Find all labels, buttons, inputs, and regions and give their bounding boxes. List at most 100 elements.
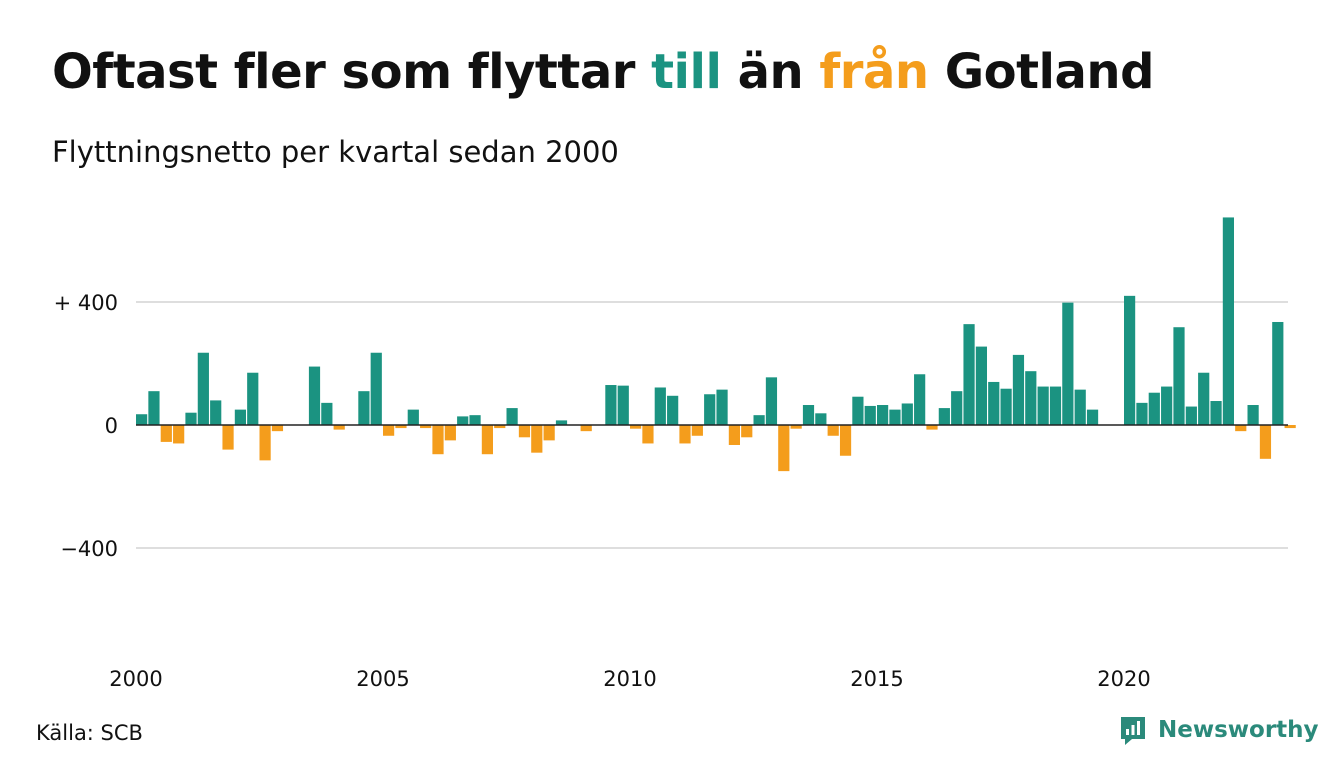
chart-subtitle: Flyttningsnetto per kvartal sedan 2000 xyxy=(52,135,619,169)
y-tick-label: + 400 xyxy=(54,291,118,315)
bar xyxy=(839,425,852,456)
bar xyxy=(951,391,963,425)
bar xyxy=(469,415,481,425)
bar xyxy=(1198,372,1210,425)
bar xyxy=(963,324,975,425)
bar xyxy=(1037,386,1049,425)
bar xyxy=(222,425,234,450)
bar xyxy=(778,425,790,472)
bar xyxy=(383,425,395,436)
bar xyxy=(531,425,543,453)
bar xyxy=(914,374,926,425)
bar xyxy=(667,395,679,425)
bar xyxy=(407,409,419,425)
title-word-till: till xyxy=(651,44,722,100)
bar xyxy=(1049,386,1062,425)
bar xyxy=(1173,327,1185,425)
bar xyxy=(1136,402,1148,425)
bar xyxy=(444,425,456,441)
bar xyxy=(630,425,642,429)
bar xyxy=(765,377,778,425)
bar xyxy=(1222,217,1234,425)
bar xyxy=(877,405,889,425)
title-part-1: Oftast fler som flyttar xyxy=(52,44,652,100)
bar xyxy=(741,425,753,438)
brand-logo: Newsworthy xyxy=(1118,714,1319,746)
bar-chart: + 400 0 −400 2000 2005 2010 2015 2020 xyxy=(54,217,1296,691)
bar xyxy=(543,425,555,441)
source-note: Källa: SCB xyxy=(36,721,143,745)
bar xyxy=(704,394,716,425)
bar xyxy=(247,372,259,425)
bar xyxy=(506,408,518,425)
bar xyxy=(321,402,333,425)
bar xyxy=(926,425,938,430)
bar xyxy=(580,425,592,432)
bar xyxy=(1259,425,1272,459)
bar xyxy=(617,385,629,425)
bar xyxy=(1012,354,1025,425)
bar xyxy=(420,425,432,429)
bar xyxy=(753,415,765,425)
bar xyxy=(173,425,185,444)
bar xyxy=(1062,302,1074,425)
x-tick-label: 2015 xyxy=(850,667,903,691)
bar xyxy=(889,409,901,425)
bar xyxy=(1025,371,1037,425)
bar xyxy=(1161,386,1173,425)
bar xyxy=(790,425,802,429)
bar xyxy=(1086,409,1099,425)
bar xyxy=(234,409,246,425)
brand-name: Newsworthy xyxy=(1158,717,1319,743)
bar xyxy=(210,400,222,425)
bar xyxy=(1247,405,1259,425)
bar xyxy=(691,425,703,436)
bar xyxy=(802,405,815,425)
y-tick-label: 0 xyxy=(105,414,118,438)
x-tick-label: 2010 xyxy=(603,667,656,691)
bar xyxy=(481,425,493,455)
bar xyxy=(716,389,728,425)
bar xyxy=(1185,406,1197,425)
bar xyxy=(432,425,444,455)
bar xyxy=(358,391,370,425)
bar xyxy=(988,381,1000,425)
bar xyxy=(1124,295,1136,425)
bar xyxy=(605,385,617,425)
bar xyxy=(370,352,382,425)
bar xyxy=(333,425,345,430)
bar xyxy=(654,387,666,425)
bar xyxy=(185,412,197,425)
bar xyxy=(1272,321,1284,425)
newsworthy-logo-icon xyxy=(1121,717,1145,745)
bar xyxy=(1210,401,1222,425)
bar xyxy=(864,405,876,425)
bar xyxy=(457,416,469,425)
bar xyxy=(1074,389,1086,425)
bar xyxy=(1148,392,1160,425)
bar xyxy=(148,391,160,425)
bar xyxy=(728,425,740,445)
bar xyxy=(1235,425,1247,432)
bar xyxy=(555,420,568,425)
bar xyxy=(259,425,271,461)
bar xyxy=(197,352,209,425)
bar xyxy=(815,413,827,425)
bar xyxy=(901,403,913,425)
bar xyxy=(642,425,654,444)
bar xyxy=(160,425,172,442)
bar xyxy=(827,425,839,436)
bar xyxy=(852,396,864,425)
bar xyxy=(136,414,148,425)
y-tick-label: −400 xyxy=(60,537,118,561)
title-part-3: Gotland xyxy=(928,44,1155,100)
bar xyxy=(518,425,531,438)
chart-title: Oftast fler som flyttar till än från Got… xyxy=(52,40,1154,104)
x-tick-label: 2020 xyxy=(1097,667,1150,691)
bar xyxy=(308,366,321,425)
bar xyxy=(975,346,987,425)
bar xyxy=(938,408,950,425)
bar xyxy=(1284,425,1296,429)
bar xyxy=(1000,388,1012,425)
bar xyxy=(494,425,506,429)
